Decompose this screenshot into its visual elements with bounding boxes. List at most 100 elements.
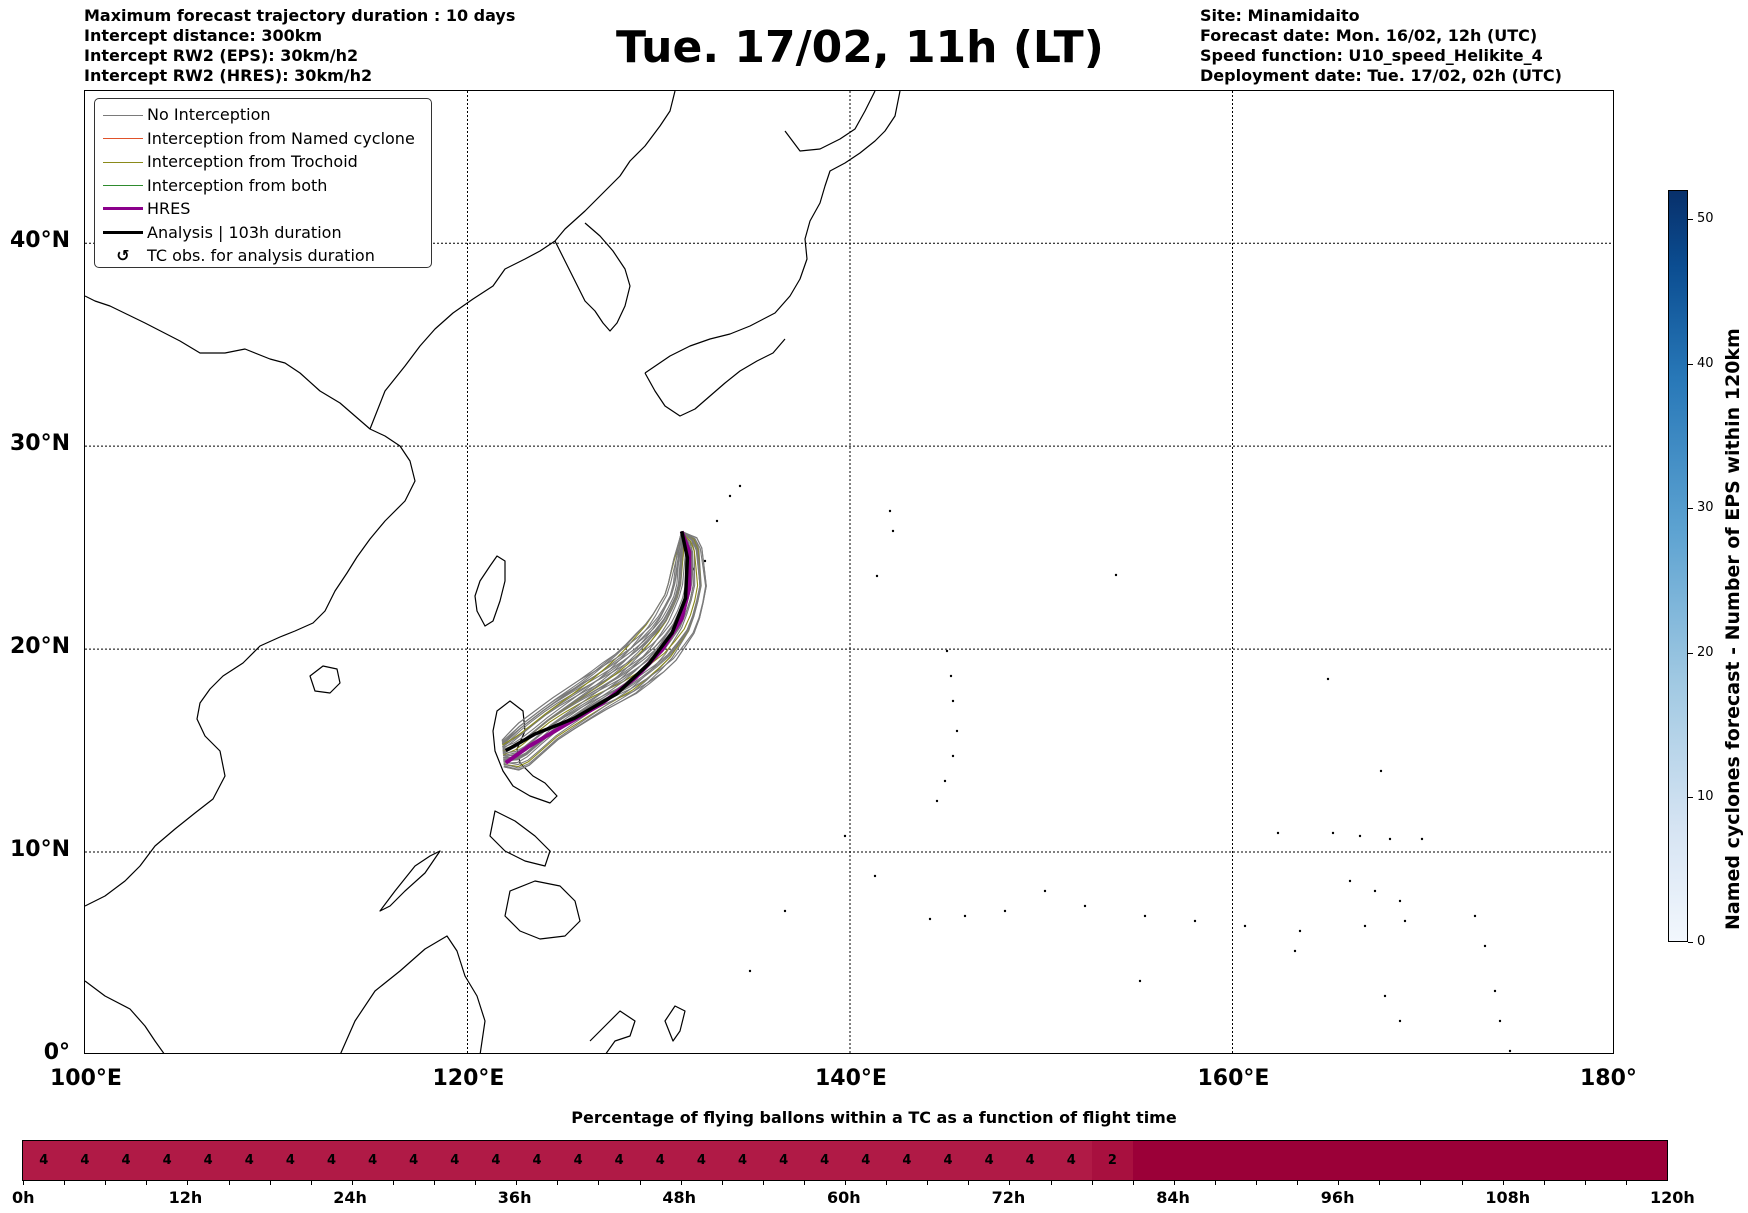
timeline-minor-tick (23, 1180, 24, 1185)
timeline-minor-tick (845, 1180, 846, 1185)
timeline-cell: 4 (105, 1141, 147, 1180)
timeline-minor-tick (1091, 1180, 1093, 1185)
timeline-cell: 4 (845, 1141, 887, 1180)
timeline-cell: 4 (721, 1141, 764, 1180)
site-info-line: Deployment date: Tue. 17/02, 02h (UTC) (1200, 66, 1562, 85)
timeline-title: Percentage of flying ballons within a TC… (571, 1108, 1177, 1127)
timeline-tick-label: 48h (662, 1188, 697, 1207)
legend-item: Interception from Named cyclone (95, 127, 431, 151)
colorbar-tick-label: 30 (1697, 500, 1714, 516)
timeline-minor-tick (1461, 1180, 1463, 1185)
eps-count-colorbar (1668, 190, 1688, 942)
timeline-tick-label: 96h (1320, 1188, 1355, 1207)
coastline-sumatra-malaya (85, 980, 165, 1053)
timeline-minor-tick (105, 1180, 107, 1185)
timeline-minor-tick (1502, 1180, 1504, 1185)
longitude-tick-label: 160°E (1197, 1066, 1270, 1091)
coastline-palawan (379, 850, 441, 912)
timeline-cell (1338, 1141, 1380, 1180)
timeline-minor-tick (1297, 1180, 1299, 1185)
coastline-luzon (492, 700, 558, 804)
map-canvas (85, 91, 1613, 1053)
timeline-cell: 4 (1050, 1141, 1093, 1180)
timeline-cell (1256, 1141, 1298, 1180)
timeline-minor-tick (1050, 1180, 1052, 1185)
colorbar-tick-label: 0 (1697, 934, 1706, 949)
coastline-hainan (309, 665, 341, 694)
legend-label: Analysis | 103h duration (147, 222, 342, 242)
longitude-tick-label: 120°E (432, 1066, 505, 1091)
timeline-tick-label: 36h (497, 1188, 532, 1207)
timeline-minor-tick (351, 1180, 353, 1185)
legend-line-swatch (103, 138, 143, 139)
timeline-cell: 4 (598, 1141, 640, 1180)
timeline-minor-tick (968, 1180, 970, 1185)
timeline-cell: 4 (228, 1141, 271, 1180)
legend-item: HRES (95, 197, 431, 221)
timeline-minor-tick (1420, 1180, 1422, 1185)
timeline-cell: 4 (1009, 1141, 1051, 1180)
timeline-tick-label: 84h (1156, 1188, 1190, 1207)
timeline-minor-tick (1132, 1180, 1134, 1185)
eps-member-track (501, 531, 683, 745)
colorbar-tick (1688, 508, 1693, 510)
site-info-line: Site: Minamidaito (1200, 6, 1360, 25)
timeline-cell (1214, 1141, 1257, 1180)
timeline-cell (1625, 1141, 1668, 1180)
legend-label: Interception from Named cyclone (147, 128, 415, 148)
timeline-cell: 4 (310, 1141, 353, 1180)
timeline-minor-tick (1173, 1180, 1175, 1185)
timeline-cell (1379, 1141, 1421, 1180)
forecast-parameter-line: Intercept RW2 (EPS): 30km/h2 (84, 46, 359, 65)
coastline-visayas (489, 810, 551, 867)
eps-member-track (501, 531, 683, 741)
eps-trajectories (501, 530, 707, 771)
timeline-minor-tick (228, 1180, 230, 1185)
eps-member-track (501, 531, 683, 746)
legend-item: ↺ TC obs. for analysis duration (95, 244, 431, 268)
forecast-parameter-line: Intercept distance: 300km (84, 26, 323, 45)
timeline-tick-label: 72h (991, 1188, 1026, 1207)
timeline-minor-tick (1256, 1180, 1257, 1185)
timeline-cell: 4 (187, 1141, 229, 1180)
coastline-korea-china (369, 91, 676, 430)
timeline-cell: 4 (557, 1141, 599, 1180)
site-info-line: Speed function: U10_speed_Helikite_4 (1200, 46, 1543, 65)
coastline-korea (554, 222, 631, 332)
eps-member-track (502, 531, 683, 746)
timeline-cell: 4 (64, 1141, 106, 1180)
legend-item: Interception from Trochoid (95, 150, 431, 174)
timeline-minor-tick (1214, 1180, 1216, 1185)
timeline-cell (1420, 1141, 1462, 1180)
coastline-borneo (340, 935, 486, 1053)
timeline-cell (1543, 1141, 1586, 1180)
timeline-cell (1132, 1141, 1175, 1180)
timeline-cell: 4 (639, 1141, 682, 1180)
timeline-minor-tick (516, 1180, 518, 1185)
timeline-tick-label: 12h (168, 1188, 203, 1207)
coastline-taiwan (474, 555, 506, 627)
map-legend: No Interception Interception from Named c… (94, 98, 432, 268)
timeline-minor-tick (1584, 1180, 1586, 1185)
legend-line-swatch (103, 185, 143, 186)
timeline-tick-label: 60h (827, 1188, 861, 1207)
small-islands (683, 484, 1512, 1053)
latitude-tick-label: 10°N (9, 837, 70, 863)
timeline-minor-tick (598, 1180, 600, 1185)
timeline-minor-tick (475, 1180, 477, 1185)
timeline-minor-tick (64, 1180, 66, 1185)
coastlines (85, 91, 1512, 1053)
latitude-tick-label: 20°N (9, 634, 70, 660)
legend-item: Interception from both (95, 174, 431, 198)
colorbar-tick (1688, 218, 1693, 220)
eps-member-track (501, 531, 683, 743)
timeline-cell: 4 (762, 1141, 805, 1180)
timeline-cell: 4 (886, 1141, 928, 1180)
timeline-tick-label: 120h (1650, 1188, 1695, 1207)
legend-label: TC obs. for analysis duration (147, 246, 375, 265)
eps-member-track (502, 531, 683, 749)
longitude-tick-label: 180° (1580, 1066, 1637, 1091)
timeline-minor-tick (434, 1180, 435, 1185)
timeline-cell: 4 (475, 1141, 517, 1180)
colorbar-tick (1688, 797, 1693, 799)
